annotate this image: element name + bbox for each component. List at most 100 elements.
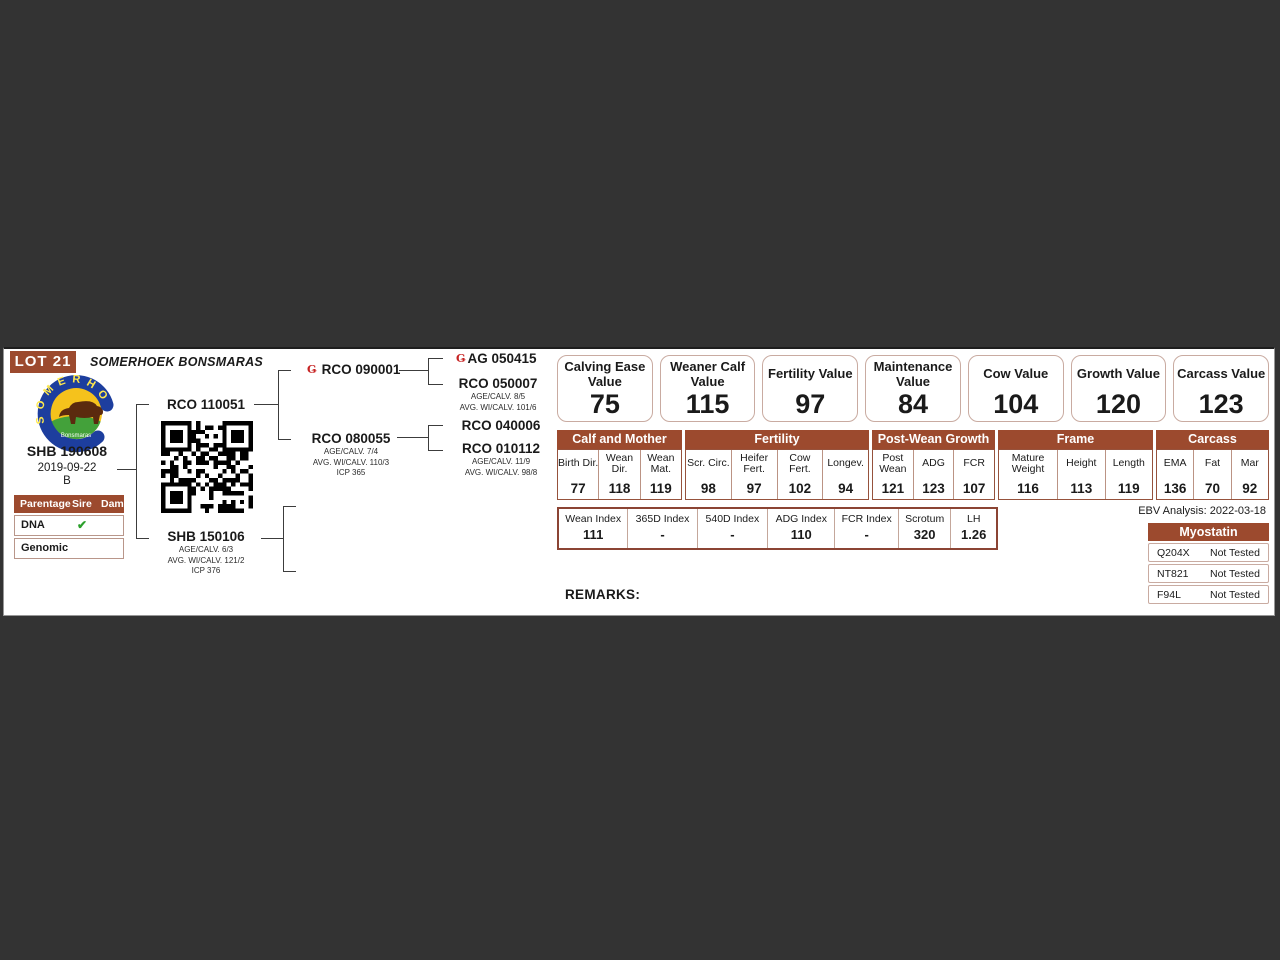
- animal-sex-code: B: [63, 475, 71, 487]
- pedigree-line: [117, 469, 136, 470]
- index-column: FCR Index -: [834, 509, 897, 548]
- animal-summary: SHB 190608 2019-09-22 B: [4, 443, 130, 487]
- ebv-analysis-date: EBV Analysis: 2022-03-18: [1138, 505, 1266, 517]
- pedigree-line: [399, 370, 428, 371]
- parentage-row-label: Genomic: [21, 542, 69, 554]
- value-box-number: 84: [897, 389, 929, 419]
- check-icon: ✔: [77, 518, 88, 532]
- value-box-carcass: Carcass Value 123: [1173, 355, 1270, 422]
- breed-brand-icon: Ǥ: [456, 352, 466, 365]
- value-box-number: 123: [1198, 389, 1244, 419]
- pedigree-sire-dam-dam-detail: AGE/CALV. 11/9: [471, 457, 531, 466]
- value-box-label: Fertility Value: [768, 366, 853, 382]
- myostatin-result: Not Tested: [1209, 567, 1260, 580]
- ebv-group-header: Carcass: [1156, 430, 1269, 449]
- remarks-label: REMARKS:: [565, 587, 641, 602]
- ebv-group-header: Post-Wean Growth: [872, 430, 995, 449]
- myostatin-row: NT821 Not Tested: [1148, 564, 1269, 583]
- index-column: LH 1.26: [950, 509, 996, 548]
- pedigree-line: [254, 404, 278, 405]
- ebv-column: ADG 123: [912, 450, 954, 499]
- ebv-group-header: Calf and Mother: [557, 430, 682, 449]
- ebv-column: Birth Dir. 77: [558, 457, 599, 497]
- pedigree-line: [397, 437, 428, 438]
- parentage-table: Parentage Sire Dam DNA ✔ Genomic: [14, 495, 124, 559]
- value-box-cow: Cow Value 104: [967, 355, 1064, 422]
- pedigree-sire-sire-dam-detail: AGE/CALV. 8/5: [470, 392, 526, 401]
- pedigree-bracket: [428, 425, 443, 451]
- myostatin-gene: Q204X: [1157, 546, 1190, 559]
- myostatin-result: Not Tested: [1209, 546, 1260, 559]
- ebv-column: Mar 92: [1230, 450, 1268, 499]
- pedigree-sire-dam-detail: ICP 365: [336, 468, 366, 477]
- logo-arc: [37, 375, 114, 453]
- index-column: ADG Index 110: [767, 509, 834, 548]
- ebv-table: Calf and Mother Birth Dir. 77 Wean Dir. …: [557, 430, 1269, 500]
- pedigree-dam-detail: ICP 376: [191, 566, 221, 575]
- pedigree-sire-sire-dam-detail: AVG. WI/CALV. 101/6: [459, 402, 537, 412]
- ebv-group-header: Frame: [998, 430, 1153, 449]
- ebv-group-frame: Frame Mature Weight 116 Height 113 Lengt…: [998, 430, 1153, 500]
- logo-sub-text: Bonsmaras: [61, 433, 91, 439]
- ebv-column: Wean Dir. 118: [598, 450, 639, 499]
- index-column: Wean Index 111: [565, 513, 622, 542]
- ebv-column: Length 119: [1104, 450, 1152, 499]
- ebv-group-carcass: Carcass EMA 136 Fat 70 Mar 92: [1156, 430, 1269, 500]
- pedigree-bracket: [428, 358, 443, 385]
- value-box-label: Growth Value: [1076, 366, 1160, 382]
- ebv-group-post-wean-growth: Post-Wean Growth Post Wean 121 ADG 123 F…: [872, 430, 995, 500]
- pedigree-sire-dam-detail: AVG. WI/CALV. 110/3: [312, 457, 390, 467]
- catalog-card: LOT 21 SOMERHOEK BONSMARAS S O M E R H O…: [3, 347, 1275, 616]
- pedigree-sire-dam: RCO 080055: [311, 431, 391, 446]
- myostatin-result: Not Tested: [1209, 588, 1260, 601]
- value-box-number: 75: [589, 389, 620, 419]
- index-column: Scrotum 320: [897, 509, 951, 548]
- pedigree-sire-sire-sire: AG 050415: [467, 351, 537, 366]
- ebv-group-header: Fertility: [685, 430, 869, 449]
- ebv-column: Heifer Fert. 97: [730, 450, 777, 499]
- parentage-header: Parentage Sire Dam: [14, 495, 124, 513]
- parentage-row-dna: DNA ✔: [14, 515, 124, 536]
- ebv-column: Scr. Circ. 98: [687, 457, 730, 497]
- bull-icon: [59, 401, 103, 424]
- value-box-fertility: Fertility Value 97: [762, 355, 859, 422]
- ebv-group-calf-and-mother: Calf and Mother Birth Dir. 77 Wean Dir. …: [557, 430, 682, 500]
- myostatin-panel: Myostatin Q204X Not Tested NT821 Not Tes…: [1148, 523, 1269, 604]
- pedigree-line: [261, 538, 283, 539]
- myostatin-row: F94L Not Tested: [1148, 585, 1269, 604]
- pedigree-dam-detail: AGE/CALV. 6/3: [178, 545, 234, 554]
- animal-id: SHB 190608: [26, 443, 108, 459]
- pedigree-sire-sire: RCO 090001: [321, 362, 401, 377]
- pedigree-bracket: [136, 404, 149, 539]
- ebv-column: Cow Fert. 102: [776, 450, 823, 499]
- ebv-column: Fat 70: [1193, 450, 1230, 499]
- ebv-column: EMA 136: [1163, 457, 1187, 497]
- farm-logo: S O M E R H O E K Bonsmaras: [23, 366, 118, 455]
- index-column: 365D Index -: [627, 509, 696, 548]
- myostatin-header: Myostatin: [1148, 523, 1269, 541]
- value-box-label: Maintenance Value: [873, 359, 953, 389]
- parentage-header-sire: Sire: [72, 498, 92, 510]
- value-box-number: 104: [993, 389, 1039, 419]
- pedigree-sire-dam-sire: RCO 040006: [461, 418, 541, 433]
- farm-title: SOMERHOEK BONSMARAS: [90, 355, 264, 369]
- animal-birth-date: 2019-09-22: [37, 462, 97, 474]
- parentage-header-dam: Dam: [101, 498, 124, 510]
- value-box-label: Cow Value: [983, 366, 1049, 382]
- pedigree-bracket: [283, 506, 296, 572]
- pedigree-dam-detail: AVG. WI/CALV. 121/2: [167, 555, 245, 565]
- myostatin-gene: NT821: [1157, 567, 1189, 580]
- myostatin-gene: F94L: [1157, 588, 1181, 601]
- pedigree-bracket: [278, 370, 291, 440]
- lot-badge: LOT 21: [10, 351, 76, 373]
- qr-code: [161, 421, 253, 513]
- pedigree-dam: SHB 150106: [167, 529, 245, 544]
- breed-brand-icon: Ǥ: [307, 363, 317, 376]
- value-box-label: Weaner Calf Value: [670, 359, 746, 389]
- ebv-column: Longev. 94: [822, 450, 868, 499]
- ebv-column: Post Wean 121: [879, 451, 907, 496]
- parentage-header-label: Parentage: [20, 498, 71, 510]
- value-box-number: 97: [795, 389, 826, 419]
- ebv-column: Height 113: [1057, 450, 1104, 499]
